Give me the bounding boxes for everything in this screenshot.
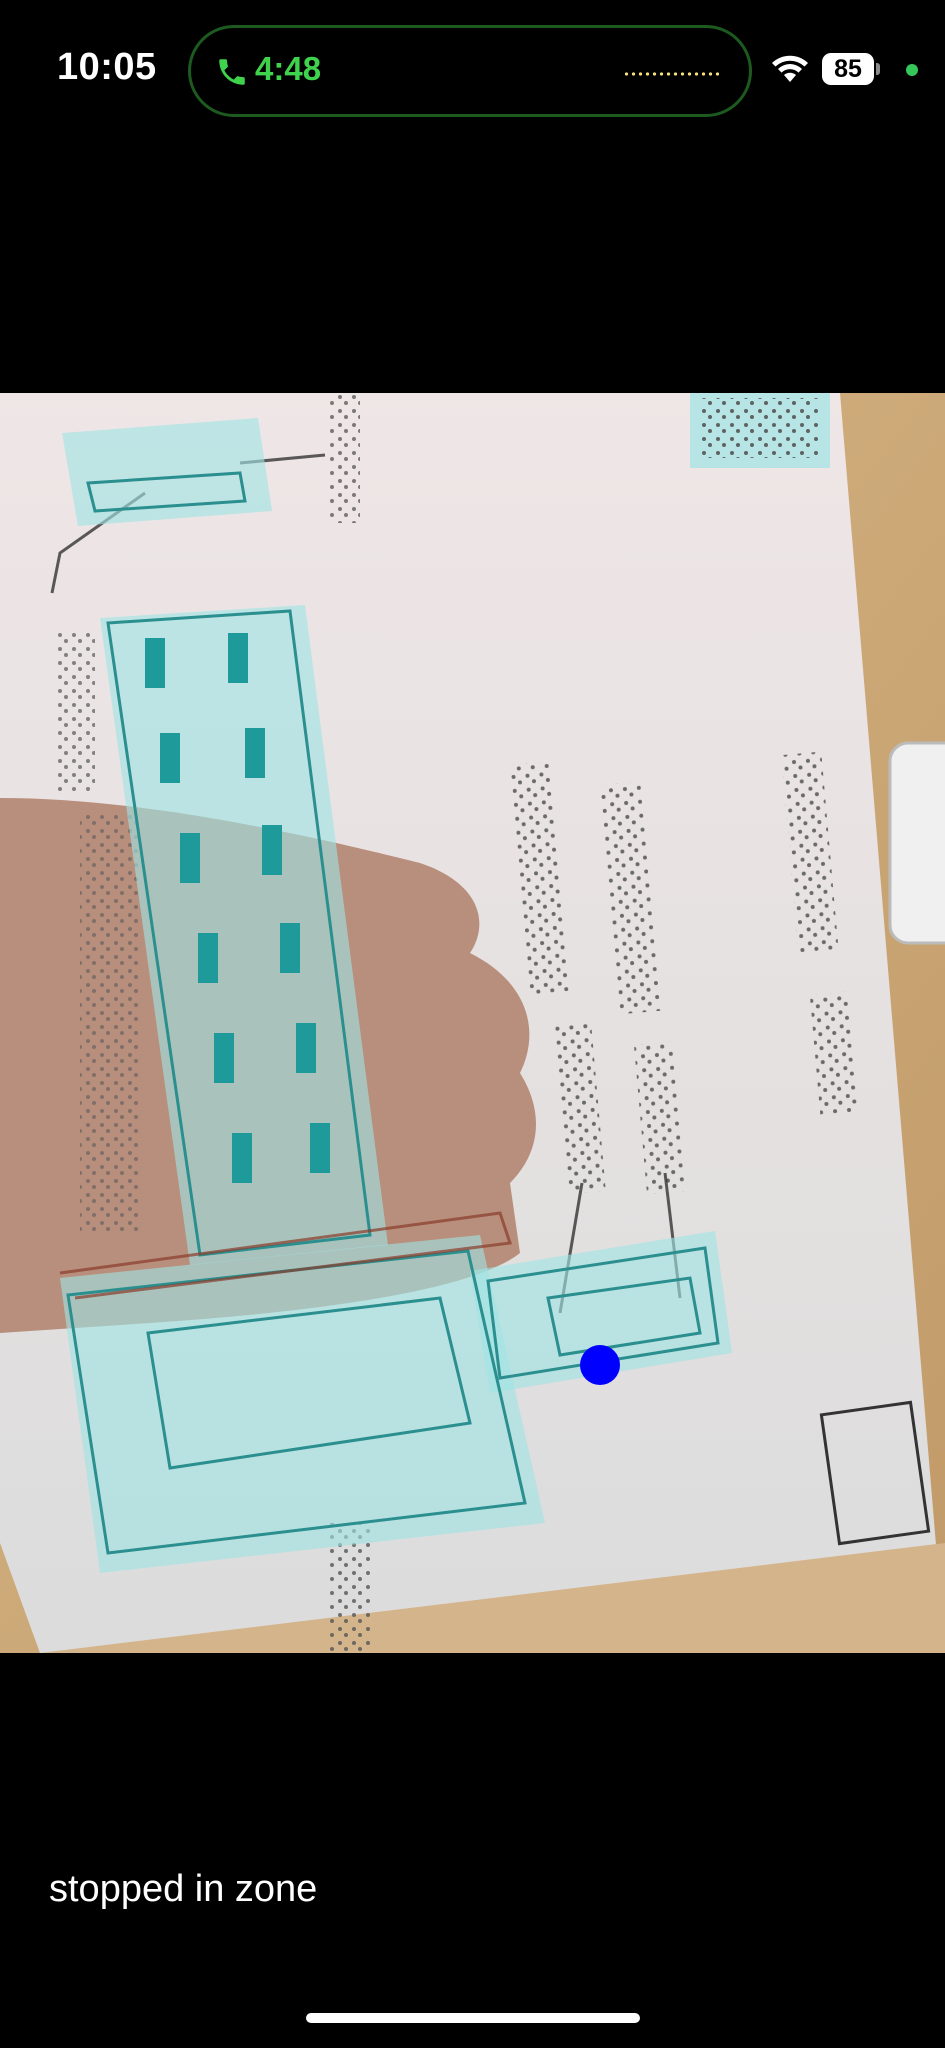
- privacy-indicator-dot: [906, 64, 918, 76]
- wifi-icon: [772, 55, 808, 82]
- keyboard-edge: [888, 741, 945, 945]
- battery-icon: 85: [822, 53, 874, 85]
- zone-room-large: [60, 1235, 545, 1573]
- user-position-marker: [580, 1345, 620, 1385]
- home-indicator[interactable]: [306, 2013, 640, 2023]
- status-bar: 10:05 4:48 85: [0, 0, 945, 140]
- braille-column: [809, 991, 859, 1115]
- braille-column: [330, 393, 360, 523]
- braille-column: [633, 1041, 685, 1195]
- audio-level-dots: [623, 72, 719, 76]
- braille-column: [600, 781, 661, 1015]
- braille-column: [781, 751, 839, 955]
- active-call-pill[interactable]: 4:48: [188, 25, 752, 117]
- zone-top-header: [62, 418, 272, 526]
- zone-status-text: stopped in zone: [49, 1868, 318, 1910]
- braille-column: [553, 1021, 606, 1195]
- call-timer: 4:48: [255, 50, 322, 87]
- phone-icon: [219, 59, 245, 85]
- braille-column: [510, 761, 571, 995]
- battery-level: 85: [834, 54, 862, 83]
- structural-outline: [59, 1211, 513, 1300]
- ar-scene: [0, 393, 945, 1653]
- braille-column: [80, 813, 140, 1233]
- braille-column: [55, 633, 95, 793]
- camera-view[interactable]: [0, 393, 945, 1653]
- battery-tip: [876, 63, 880, 75]
- corner-marker-box: [819, 1400, 931, 1546]
- corridor-fixtures: [145, 633, 330, 1183]
- clock: 10:05: [57, 46, 157, 88]
